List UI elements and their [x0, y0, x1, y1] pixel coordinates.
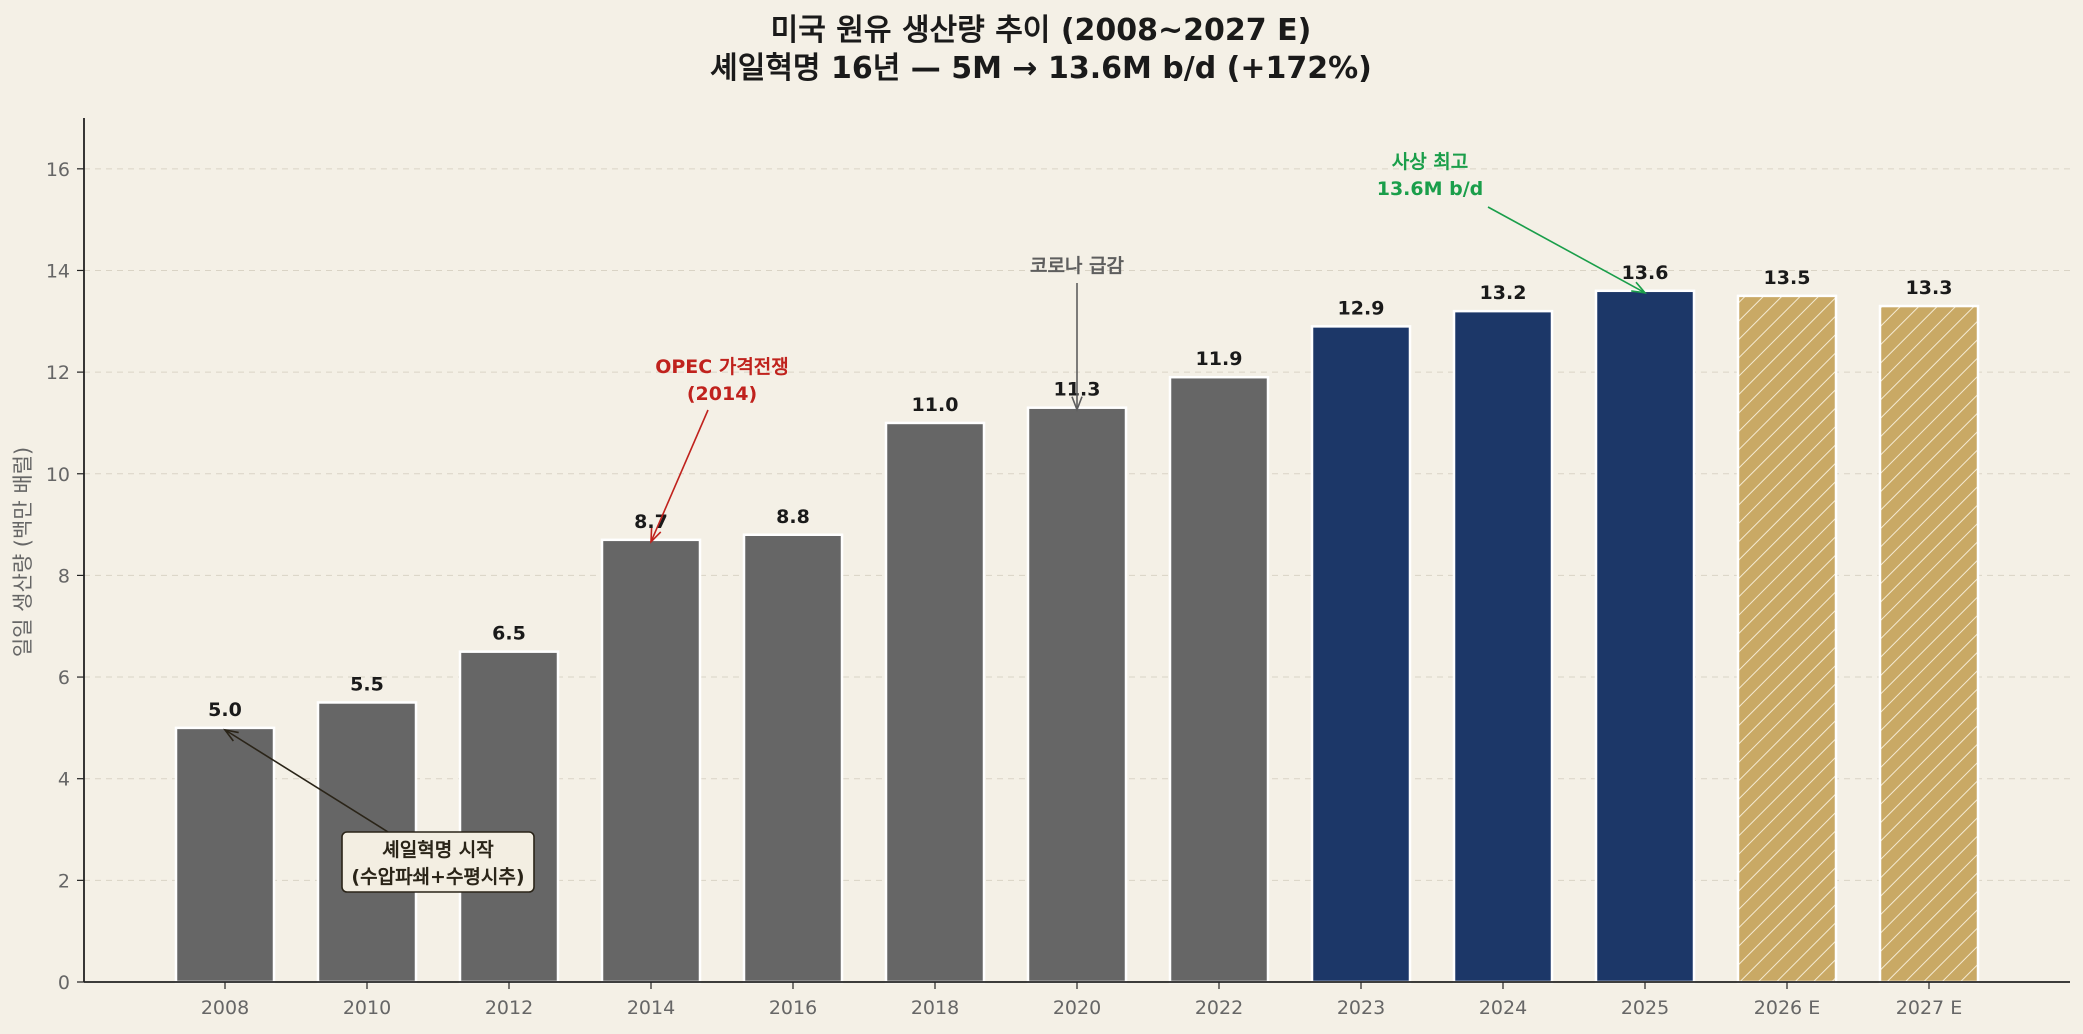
annotation-text: 셰일혁명 시작: [382, 839, 494, 861]
bar-2016: [742, 533, 844, 984]
x-tick-label: 2020: [1053, 997, 1101, 1019]
y-tick-label: 8: [58, 565, 70, 587]
value-label: 13.5: [1764, 267, 1811, 289]
x-tick-label: 2023: [1337, 997, 1385, 1019]
value-label: 13.3: [1906, 277, 1953, 299]
y-axis-label: 일일 생산량 (백만 배럴): [11, 447, 35, 657]
y-tick-label: 12: [46, 362, 70, 384]
bar-2020: [1026, 406, 1128, 984]
x-tick-label: 2026 E: [1754, 997, 1820, 1019]
annotation-text: 13.6M b/d: [1377, 178, 1484, 200]
x-tick-label: 2014: [627, 997, 675, 1019]
x-tick-label: 2012: [485, 997, 533, 1019]
x-tick-label: 2025: [1621, 997, 1669, 1019]
annotation: 셰일혁명 시작 (수압파쇄+수평시추): [223, 728, 535, 893]
axes: 0 2 4 6 8 10 12 14 16 2008 2010 2012 2014 2016 2018 202…: [46, 118, 2070, 1019]
annotation-text: OPEC 가격전쟁: [655, 356, 789, 378]
value-label: 13.6: [1622, 262, 1669, 284]
value-label: 5.0: [208, 699, 242, 721]
x-tick-label: 2008: [201, 997, 249, 1019]
annotations: 셰일혁명 시작 (수압파쇄+수평시추) OPEC 가격전쟁 (2014) 코로나 급감 사…: [223, 151, 1647, 893]
annotation-arrow: [224, 729, 389, 833]
x-tick-label: 2016: [769, 997, 817, 1019]
y-tick-label: 10: [46, 464, 70, 486]
chart-title: 미국 원유 생산량 추이 (2008~2027 E): [771, 13, 1312, 48]
value-label: 8.7: [634, 511, 668, 533]
annotation-text: (2014): [687, 383, 757, 405]
bar-2023: [1310, 325, 1412, 984]
annotation-arrowhead: [223, 728, 239, 742]
annotation-text: 코로나 급감: [1030, 255, 1125, 277]
annotation-text: 사상 최고: [1392, 151, 1469, 173]
value-label: 8.8: [776, 506, 810, 528]
value-label: 11.9: [1196, 348, 1243, 370]
annotation-text: (수압파쇄+수평시추): [351, 866, 524, 888]
annotation: 코로나 급감: [1030, 255, 1125, 412]
x-tick-label: 2010: [343, 997, 391, 1019]
bar-2014: [600, 538, 702, 984]
bar-2008: [174, 726, 276, 984]
bar-2018: [884, 421, 986, 984]
annotation-arrowhead: [1071, 396, 1083, 412]
y-tick-label: 6: [58, 667, 70, 689]
y-tick-label: 16: [46, 159, 70, 181]
annotation-arrowhead: [1631, 281, 1647, 294]
y-tick-label: 14: [46, 260, 70, 282]
bar-2026-e: [1736, 294, 1838, 984]
value-label: 6.5: [492, 623, 526, 645]
annotation-arrow: [650, 409, 709, 543]
value-label: 11.0: [912, 394, 959, 416]
annotation-arrow: [1487, 206, 1646, 294]
chart-subtitle: 셰일혁명 16년 — 5M → 13.6M b/d (+172%): [710, 51, 1372, 86]
annotation: OPEC 가격전쟁 (2014): [650, 356, 789, 544]
bar-2024: [1452, 309, 1554, 984]
x-tick-label: 2018: [911, 997, 959, 1019]
x-tick-label: 2024: [1479, 997, 1527, 1019]
annotation-arrowhead: [650, 527, 662, 544]
bar-2012: [458, 650, 560, 984]
value-label: 5.5: [350, 673, 384, 695]
bar-2025: [1594, 289, 1696, 984]
bar-2027-e: [1878, 304, 1980, 984]
y-tick-label: 2: [58, 870, 70, 892]
value-label: 13.2: [1480, 282, 1527, 304]
value-label: 12.9: [1338, 297, 1385, 319]
bar-2022: [1168, 375, 1270, 984]
y-tick-label: 4: [58, 769, 70, 791]
x-tick-label: 2027 E: [1896, 997, 1962, 1019]
annotation-box: [341, 831, 535, 893]
y-tick-label: 0: [58, 972, 70, 994]
x-tick-label: 2022: [1195, 997, 1243, 1019]
annotation: 사상 최고 13.6M b/d: [1377, 151, 1647, 294]
